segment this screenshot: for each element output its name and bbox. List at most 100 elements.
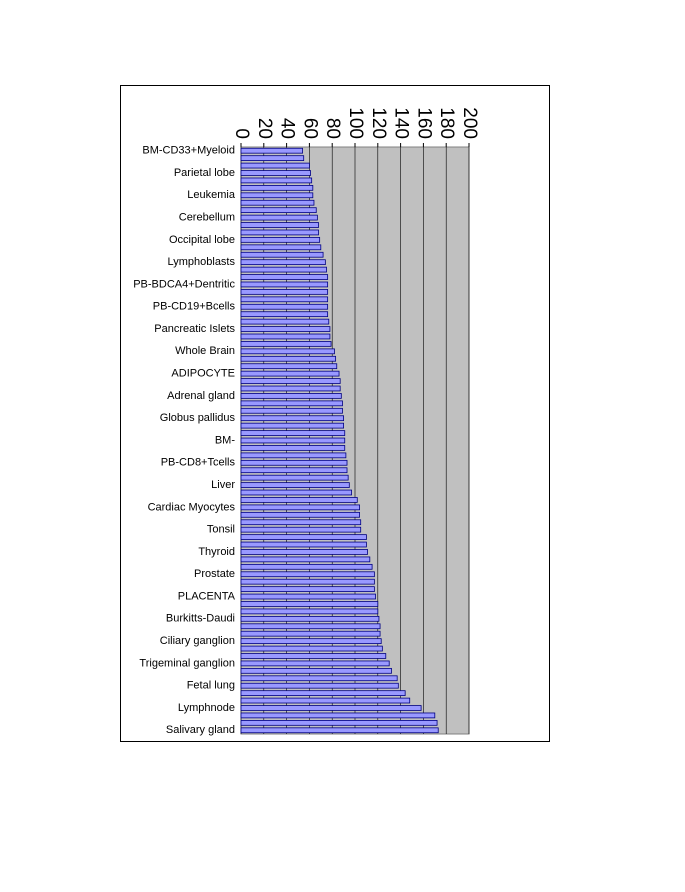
y-tick-label: ADIPOCYTE — [171, 368, 235, 380]
bar — [240, 274, 329, 280]
bar — [240, 497, 358, 503]
bar — [240, 378, 341, 384]
x-tick-label: 40 — [277, 118, 298, 139]
x-tick-label: 140 — [391, 107, 412, 139]
bar — [240, 207, 317, 214]
bar — [240, 467, 348, 474]
y-tick-label: Fetal lung — [187, 680, 235, 692]
bar — [240, 653, 387, 659]
y-tick-label: Pancreatic Islets — [154, 323, 235, 335]
bar — [240, 615, 380, 622]
bar — [240, 348, 335, 355]
y-tick-label: Prostate — [194, 568, 235, 580]
y-tick-label: Adrenal gland — [167, 390, 235, 402]
bar — [240, 571, 375, 578]
bar — [240, 199, 315, 206]
bar — [240, 177, 313, 184]
bar — [240, 251, 324, 258]
x-tick-label: 120 — [368, 107, 389, 139]
bar — [240, 244, 322, 251]
y-tick-label: Ciliary ganglion — [160, 635, 235, 647]
y-tick-label: Leukemia — [187, 189, 236, 201]
x-tick-label: 180 — [436, 107, 457, 139]
bar — [240, 667, 392, 674]
bar — [240, 407, 343, 414]
y-tick-label: Cardiac Myocytes — [148, 501, 236, 513]
x-tick-label: 20 — [254, 118, 275, 139]
bar — [240, 489, 352, 496]
y-tick-label: Tonsil — [207, 524, 235, 536]
bar — [240, 363, 338, 370]
bar — [240, 586, 375, 592]
bar — [240, 296, 329, 303]
bar — [240, 155, 305, 161]
bar — [240, 459, 348, 466]
bar — [240, 541, 367, 548]
bar — [240, 682, 399, 689]
bar — [240, 289, 329, 295]
y-tick-label: PLACENTA — [178, 590, 236, 602]
x-tick-label: 160 — [413, 107, 434, 139]
y-tick-label: Lymphoblasts — [168, 256, 236, 268]
y-tick-label: Globus pallidus — [160, 412, 236, 424]
bar — [240, 355, 337, 362]
x-tick-label: 100 — [345, 107, 366, 139]
bar — [240, 303, 329, 310]
x-tick-label: 200 — [459, 107, 480, 139]
bar — [240, 311, 329, 318]
bar — [240, 400, 343, 407]
bar — [240, 370, 340, 377]
bar — [240, 385, 341, 392]
y-tick-label: Lymphnode — [178, 702, 235, 714]
chart-frame — [120, 85, 550, 742]
bar — [240, 504, 360, 511]
bar — [240, 326, 331, 332]
y-tick-label: Whole Brain — [175, 345, 235, 357]
y-tick-label: BM-CD33+Myeloid — [142, 145, 235, 157]
y-tick-label: Burkitts-Daudi — [166, 613, 235, 625]
bar — [240, 237, 321, 243]
y-tick-label: BM- — [215, 434, 236, 446]
y-tick-label: Thyroid — [198, 546, 235, 558]
y-tick-label: Parietal lobe — [174, 167, 235, 179]
x-tick-label: 80 — [322, 118, 343, 139]
y-tick-label: Occipital lobe — [169, 234, 235, 246]
bar — [240, 712, 436, 719]
bar — [240, 474, 349, 481]
y-tick-label: Salivary gland — [166, 724, 235, 736]
bar — [240, 601, 379, 607]
bar — [240, 519, 362, 526]
bar — [240, 697, 411, 704]
bar — [240, 318, 330, 325]
y-tick-label: PB-BDCA4+Dentritic — [133, 278, 235, 290]
bar — [240, 556, 371, 563]
bar — [240, 660, 390, 667]
bar — [240, 147, 303, 154]
bar — [240, 690, 406, 696]
bar — [240, 170, 311, 176]
bar — [240, 214, 318, 221]
bar — [240, 185, 314, 191]
bar — [240, 445, 346, 451]
bar — [240, 437, 346, 444]
bar — [240, 563, 373, 570]
bar — [240, 549, 368, 555]
x-tick-label: 0 — [231, 128, 252, 139]
bar — [240, 720, 438, 726]
bar — [240, 259, 326, 266]
bar — [240, 645, 383, 652]
y-tick-label: PB-CD8+Tcells — [161, 457, 236, 469]
bar — [240, 675, 398, 682]
bar — [240, 281, 329, 288]
bar — [240, 393, 342, 399]
bar — [240, 578, 375, 585]
y-tick-label: PB-CD19+Bcells — [153, 301, 236, 313]
bar — [240, 705, 422, 711]
y-tick-label: Trigeminal ganglion — [139, 657, 235, 669]
bar — [240, 452, 347, 459]
y-tick-label: Liver — [211, 479, 235, 491]
y-tick-label: Cerebellum — [179, 211, 235, 223]
bar — [240, 727, 439, 734]
bar — [240, 422, 344, 429]
bar — [240, 430, 346, 436]
